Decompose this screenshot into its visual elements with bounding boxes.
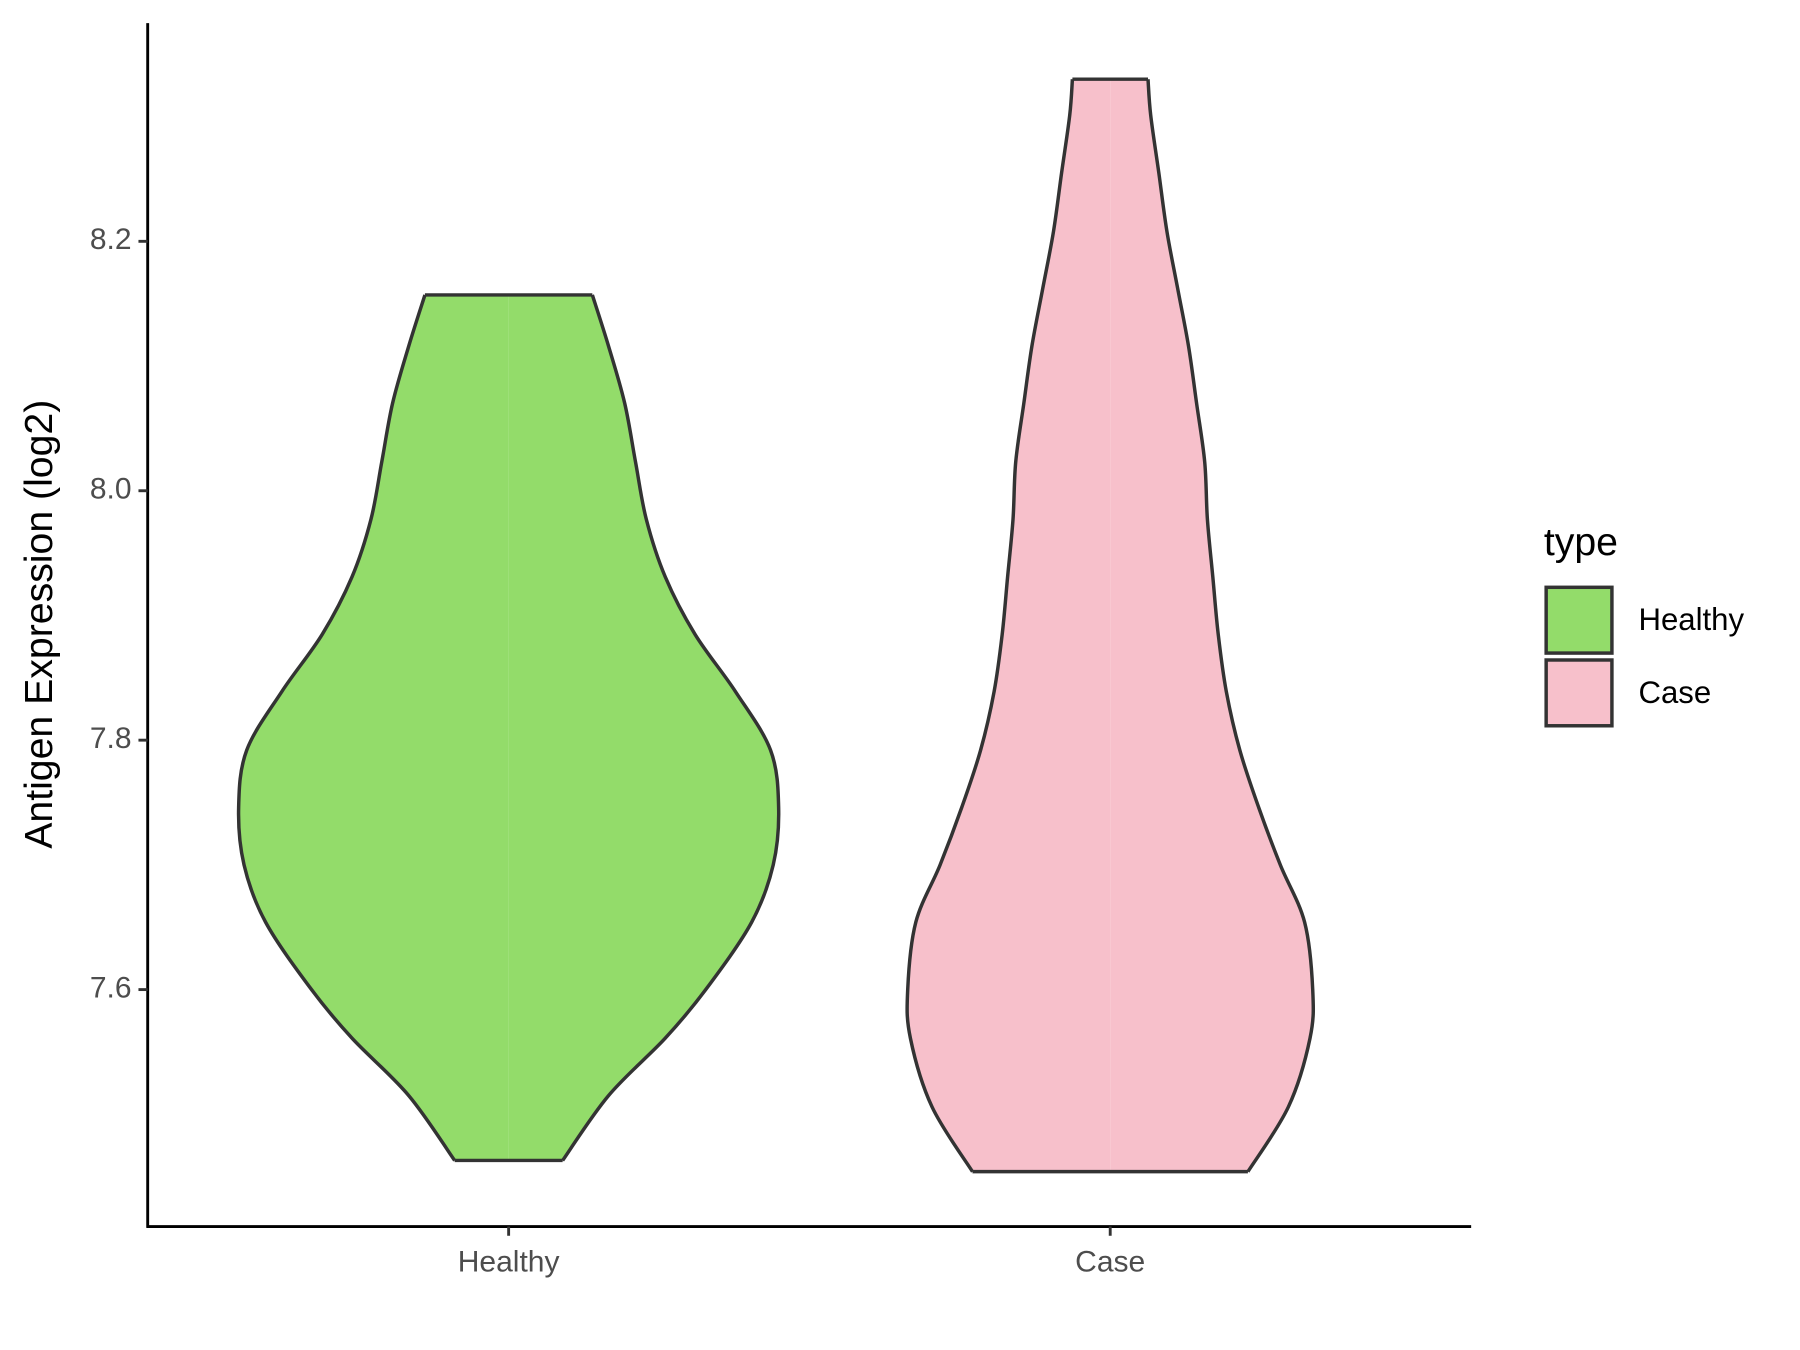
- y-tick-label: 8.2: [90, 223, 132, 256]
- y-tick-label: 7.8: [90, 722, 132, 755]
- legend-label: Case: [1638, 675, 1711, 710]
- violin-half-fill: [1110, 79, 1314, 1172]
- y-tick-label: 8.0: [90, 473, 132, 506]
- violin-outline: [561, 294, 781, 1162]
- violin-half-fill: [907, 79, 1111, 1172]
- violin-outline: [236, 294, 457, 1162]
- y-tick-label: 7.6: [90, 972, 132, 1005]
- legend-title: type: [1544, 520, 1618, 564]
- violin-outline: [905, 79, 1075, 1173]
- legend-label: Healthy: [1638, 602, 1744, 637]
- y-axis-title: Antigen Expression (log2): [17, 400, 61, 849]
- violin-outline: [1146, 79, 1316, 1173]
- violin-half-fill: [238, 294, 509, 1161]
- violin-half-fill: [508, 294, 779, 1161]
- x-tick-label: Healthy: [458, 1245, 560, 1278]
- x-tick-label: Case: [1075, 1245, 1145, 1278]
- legend-key: [1544, 658, 1614, 728]
- legend-key: [1544, 585, 1614, 655]
